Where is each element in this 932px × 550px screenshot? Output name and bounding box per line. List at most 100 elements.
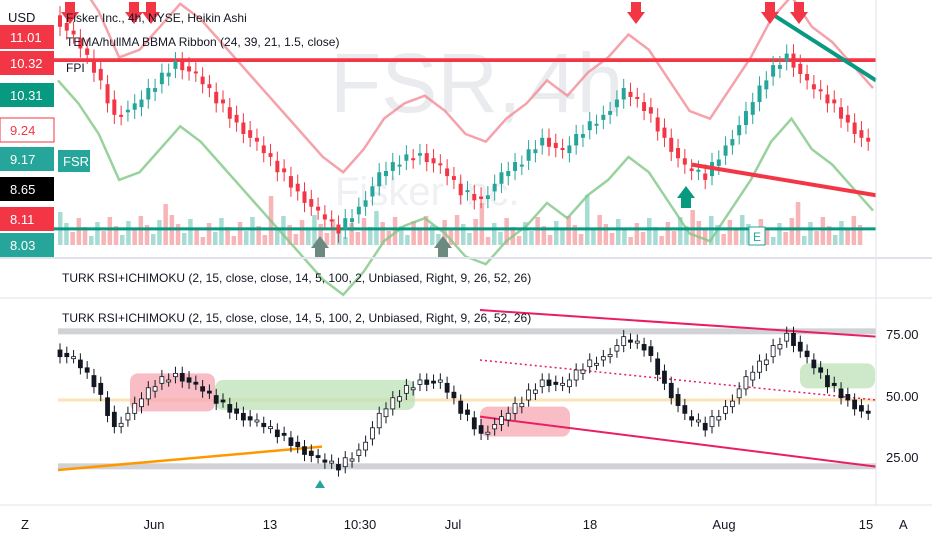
candle-body	[730, 139, 735, 146]
candle-body	[594, 123, 599, 126]
volume-bar	[324, 233, 330, 245]
volume-bar	[504, 218, 509, 245]
rsi-candle-body	[465, 409, 470, 415]
price-tags: FSR 11.01 10.32 10.31 9.24 9.17 8.65 8.11 8.03	[0, 25, 90, 257]
candle-body	[832, 99, 837, 104]
price-tag-label: 9.17	[10, 152, 35, 167]
symbol-legend[interactable]: Fisker Inc., 4h, NYSE, Heikin Ashi	[66, 11, 247, 25]
sell-arrow-icon	[142, 2, 160, 24]
zoom-left-button[interactable]: Z	[21, 517, 29, 532]
volume-bar	[665, 222, 671, 245]
volume-bar	[566, 216, 571, 245]
volume-bar	[473, 219, 478, 245]
rsi-candle-body	[424, 379, 430, 385]
candle-body	[316, 206, 321, 211]
symbol-tag-bg	[58, 150, 90, 172]
price-pane[interactable]: E	[0, 0, 878, 297]
indicator-pane[interactable]	[57, 309, 877, 488]
volume-bar	[578, 234, 584, 245]
rsi-candle-body	[207, 390, 212, 394]
candle-body	[329, 219, 334, 222]
candle-body	[445, 168, 450, 177]
rsi-candle-body	[825, 375, 830, 388]
volume-bar	[219, 218, 224, 245]
volume-bar	[492, 223, 497, 245]
candle-body	[574, 133, 579, 146]
candle-body	[818, 89, 823, 92]
ribbon-lower-line	[57, 79, 874, 297]
time-tick-label: Aug	[712, 517, 735, 532]
rsi-candle-body	[831, 382, 837, 386]
rsi-candle-body	[763, 359, 769, 365]
rsi-candle-body	[770, 345, 776, 358]
candle-body	[153, 88, 158, 92]
candle-body	[112, 99, 117, 115]
candle-body	[757, 85, 762, 103]
rsi-candle-body	[804, 350, 810, 358]
buy-arrow-icon	[311, 236, 329, 258]
time-axis[interactable]: Jun 13 10:30 Jul 18 Aug 15	[144, 517, 874, 532]
rsi-candle-body	[64, 352, 70, 358]
rsi-candle-body	[370, 427, 375, 440]
candle-body	[85, 48, 90, 55]
rsi-candle-body	[566, 379, 572, 388]
candle-body	[384, 170, 388, 177]
time-tick-label: Jul	[445, 517, 462, 532]
candle-body	[356, 206, 361, 215]
ichimoku-cloud	[215, 380, 415, 410]
rsi-candle-body	[553, 381, 559, 385]
candle-body	[146, 88, 151, 100]
candle-body	[254, 137, 259, 142]
candle-body	[221, 99, 225, 104]
candle-body	[139, 99, 144, 108]
price-tag-label: 11.01	[10, 30, 42, 45]
rsi-candle-body	[533, 389, 538, 394]
volume-bar	[845, 230, 850, 245]
price-tag-label: 8.11	[10, 212, 34, 227]
candle-body	[750, 102, 755, 115]
volume-bar	[640, 232, 646, 245]
auto-scale-button[interactable]: A	[899, 517, 908, 532]
volume-bar	[857, 225, 863, 245]
candle-body	[839, 107, 844, 119]
volume-bar	[132, 230, 137, 245]
rsi-candle-body	[526, 389, 532, 401]
candle-body	[852, 122, 857, 134]
rsi-candle-body	[689, 416, 695, 421]
rsi-candle-body	[621, 336, 627, 346]
volume-bar	[206, 223, 212, 245]
candle-body	[737, 125, 742, 136]
fpi-legend[interactable]: FPI	[66, 61, 85, 75]
rsi-candle-body	[865, 410, 871, 414]
volume-bar	[572, 225, 578, 245]
y-tick-75: 75.00	[886, 327, 919, 342]
volume-bar	[820, 217, 826, 245]
rsi-candle-body	[111, 411, 117, 428]
candle-body	[105, 84, 110, 104]
ribbon-legend[interactable]: TEMA/hullMA BBMA Ribbon (24, 39, 21, 1.5…	[66, 35, 339, 49]
volume-bar	[585, 195, 590, 245]
turk-legend-1[interactable]: TURK RSI+ICHIMOKU (2, 15, close, close, …	[62, 271, 531, 285]
ribbon-upper-line	[89, 0, 874, 174]
volume-bar	[64, 223, 69, 245]
candle-body	[805, 74, 810, 81]
candle-body	[214, 91, 219, 104]
rsi-candle-body	[166, 379, 172, 383]
rsi-candle-body	[145, 387, 151, 400]
symbol-tag: FSR	[63, 154, 89, 169]
candle-body	[798, 63, 803, 75]
turk-legend-2[interactable]: TURK RSI+ICHIMOKU (2, 15, close, close, …	[62, 311, 531, 325]
volume-bar	[709, 216, 714, 245]
candle-body	[458, 183, 463, 196]
rsi-candle-body	[478, 425, 484, 434]
volume-bar	[802, 236, 807, 245]
rsi-candle-body	[634, 340, 640, 344]
volume-bar	[771, 237, 776, 245]
volume-bar	[783, 232, 788, 245]
volume-bar	[89, 236, 94, 245]
volume-bar	[715, 225, 720, 245]
candle-body	[91, 58, 96, 73]
rsi-candle-body	[288, 437, 294, 446]
rsi-candle-body	[587, 359, 593, 368]
